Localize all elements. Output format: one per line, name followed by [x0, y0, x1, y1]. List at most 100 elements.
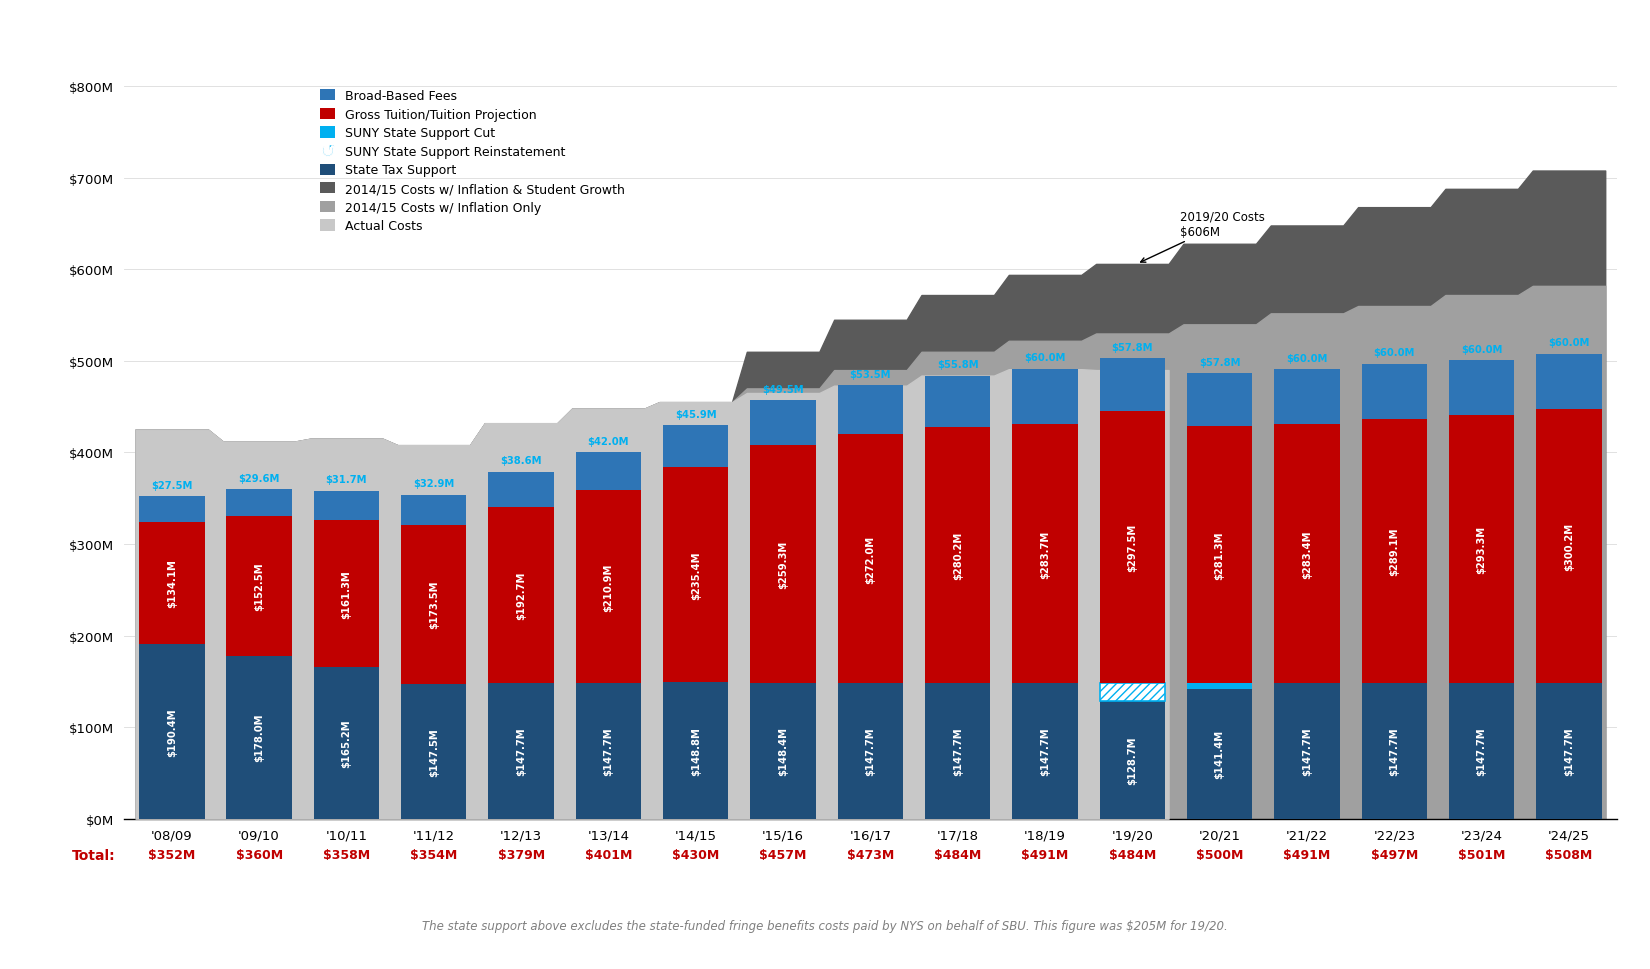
Bar	[1099, 684, 1165, 702]
Bar	[663, 467, 728, 683]
Bar	[576, 453, 642, 491]
Bar	[1099, 359, 1165, 412]
Text: $401M: $401M	[584, 848, 632, 861]
Bar	[1536, 409, 1602, 684]
Bar	[926, 684, 990, 819]
Bar	[663, 683, 728, 819]
Bar	[751, 683, 815, 819]
Bar	[1274, 684, 1340, 819]
Bar	[1361, 364, 1427, 420]
Bar	[314, 520, 380, 668]
Text: $57.8M: $57.8M	[1112, 342, 1153, 353]
Bar	[576, 491, 642, 684]
Text: $141.4M: $141.4M	[1214, 730, 1224, 779]
Text: $147.7M: $147.7M	[516, 727, 526, 775]
Text: $161.3M: $161.3M	[342, 570, 351, 618]
Text: $283.7M: $283.7M	[1040, 530, 1049, 578]
Text: $297.5M: $297.5M	[1127, 523, 1137, 572]
Text: $283.4M: $283.4M	[1302, 530, 1312, 578]
Bar	[1013, 369, 1077, 424]
Text: $60.0M: $60.0M	[1287, 354, 1328, 363]
Bar	[488, 508, 554, 684]
Bar	[926, 377, 990, 427]
Text: $360M: $360M	[236, 848, 282, 861]
Bar	[401, 684, 467, 819]
Text: Cost and Funding for Academic and Support 2008-2025: Cost and Funding for Academic and Suppor…	[401, 21, 1249, 49]
Text: $60.0M: $60.0M	[1460, 344, 1503, 355]
Bar	[314, 491, 380, 520]
Text: $42.0M: $42.0M	[587, 436, 629, 446]
Bar	[1099, 412, 1165, 684]
Bar	[1449, 416, 1515, 684]
Text: $32.9M: $32.9M	[412, 479, 454, 488]
Bar	[1449, 360, 1515, 416]
Text: $280.2M: $280.2M	[952, 532, 962, 579]
Text: $45.9M: $45.9M	[675, 409, 716, 419]
Bar	[1186, 426, 1252, 684]
Bar	[751, 401, 815, 446]
Bar	[838, 435, 903, 684]
Text: $147.7M: $147.7M	[1040, 727, 1049, 775]
Bar	[226, 489, 292, 516]
Text: $379M: $379M	[498, 848, 544, 861]
Text: $352M: $352M	[148, 848, 195, 861]
Text: $147.7M: $147.7M	[1564, 727, 1574, 775]
Text: $152.5M: $152.5M	[254, 562, 264, 610]
Text: $293.3M: $293.3M	[1477, 525, 1487, 574]
Text: $29.6M: $29.6M	[238, 473, 281, 484]
Legend: Broad-Based Fees, Gross Tuition/Tuition Projection, SUNY State Support Cut, SUNY: Broad-Based Fees, Gross Tuition/Tuition …	[317, 86, 629, 236]
Text: $57.8M: $57.8M	[1200, 358, 1241, 367]
Text: $192.7M: $192.7M	[516, 572, 526, 620]
Bar	[1013, 424, 1077, 684]
Bar	[1536, 684, 1602, 819]
Text: $190.4M: $190.4M	[167, 707, 177, 756]
Bar	[1274, 424, 1340, 684]
Bar	[139, 497, 205, 522]
Text: $281.3M: $281.3M	[1214, 531, 1224, 579]
Text: $147.7M: $147.7M	[1477, 727, 1487, 775]
Text: $289.1M: $289.1M	[1389, 527, 1399, 576]
Bar	[751, 446, 815, 683]
Text: $147.7M: $147.7M	[952, 727, 962, 775]
Text: $508M: $508M	[1546, 848, 1592, 861]
Bar	[663, 425, 728, 467]
Text: $60.0M: $60.0M	[1025, 353, 1066, 363]
Text: $300.2M: $300.2M	[1564, 522, 1574, 571]
Text: $53.5M: $53.5M	[850, 370, 891, 380]
Text: $497M: $497M	[1371, 848, 1417, 861]
Text: $165.2M: $165.2M	[342, 719, 351, 767]
Bar	[139, 522, 205, 644]
Bar	[139, 644, 205, 819]
Bar	[926, 427, 990, 684]
Text: $500M: $500M	[1196, 848, 1244, 861]
Text: $178.0M: $178.0M	[254, 713, 264, 762]
Bar	[1449, 684, 1515, 819]
Text: $128.7M: $128.7M	[1127, 735, 1137, 784]
Text: $148.8M: $148.8M	[691, 727, 701, 775]
Bar	[1099, 684, 1165, 702]
Text: $60.0M: $60.0M	[1548, 338, 1589, 348]
Text: $148.4M: $148.4M	[779, 727, 789, 775]
Bar	[838, 386, 903, 435]
Text: $38.6M: $38.6M	[500, 455, 541, 466]
Bar	[1186, 374, 1252, 426]
Text: 2019/20 Costs
$606M: 2019/20 Costs $606M	[1140, 210, 1266, 263]
Text: $147.7M: $147.7M	[604, 727, 614, 775]
Text: $457M: $457M	[759, 848, 807, 861]
Text: $354M: $354M	[411, 848, 457, 861]
Text: $134.1M: $134.1M	[167, 559, 177, 608]
Bar	[1186, 690, 1252, 819]
Bar	[1186, 684, 1252, 690]
Text: $473M: $473M	[846, 848, 894, 861]
Text: $484M: $484M	[1109, 848, 1157, 861]
Text: $147.7M: $147.7M	[1389, 727, 1399, 775]
Bar	[488, 472, 554, 508]
Text: $31.7M: $31.7M	[325, 475, 368, 484]
Text: $147.7M: $147.7M	[865, 727, 876, 775]
Text: $501M: $501M	[1459, 848, 1505, 861]
Text: $173.5M: $173.5M	[429, 580, 439, 629]
Bar	[226, 656, 292, 819]
Text: The state support above excludes the state-funded fringe benefits costs paid by : The state support above excludes the sta…	[422, 919, 1228, 932]
Text: $259.3M: $259.3M	[779, 541, 789, 588]
Text: $60.0M: $60.0M	[1374, 348, 1416, 359]
